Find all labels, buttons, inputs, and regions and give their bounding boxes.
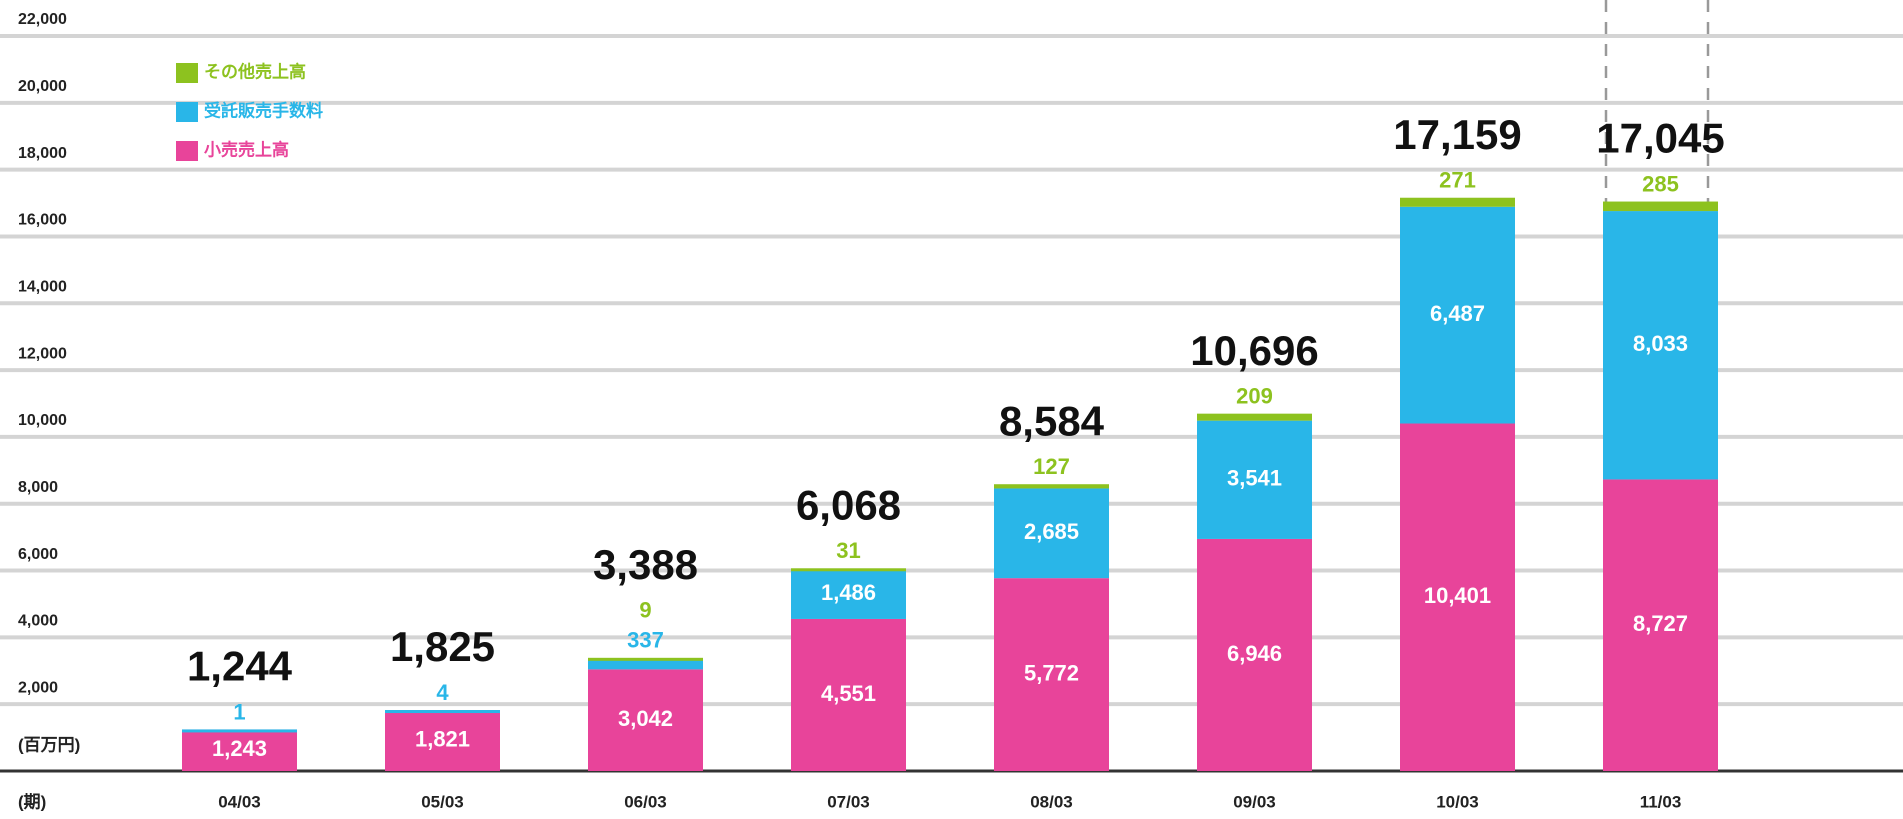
value-label: 3,541 [1227, 466, 1282, 491]
bar-segment [1197, 413, 1312, 421]
x-axis-label: (期) [18, 792, 46, 811]
total-label: 17,045 [1596, 115, 1724, 162]
legend-swatch [176, 63, 198, 83]
y-tick-label: 10,000 [18, 412, 67, 429]
bar-segment [1400, 197, 1515, 207]
y-tick-label: 14,000 [18, 278, 67, 295]
bar-segment [182, 729, 297, 771]
highlight-box [1604, 0, 1710, 230]
bar-segment [1400, 206, 1515, 424]
bar-segment [791, 569, 906, 619]
value-label: 1,486 [821, 580, 876, 605]
value-label: 4 [436, 680, 449, 705]
legend-label: その他売上高 [204, 61, 306, 81]
value-label: 1,243 [212, 736, 267, 761]
bar-segment [791, 618, 906, 771]
bar-segment [588, 658, 703, 670]
value-label: 1,821 [415, 726, 470, 751]
value-label: 4,551 [821, 681, 876, 706]
value-label: 6,487 [1430, 301, 1485, 326]
value-label: 1 [233, 699, 245, 724]
x-tick-label: 04/03 [218, 792, 261, 811]
total-label: 17,159 [1393, 111, 1521, 158]
bar-segment [385, 710, 500, 714]
legend-label: 受託販売手数料 [204, 100, 323, 120]
value-label: 337 [627, 628, 664, 653]
y-tick-label: 4,000 [18, 613, 58, 630]
bar-segment [1197, 420, 1312, 539]
legend-swatch [176, 102, 198, 122]
legend-label: 小売売上高 [204, 139, 289, 159]
x-tick-label: 05/03 [421, 792, 464, 811]
value-label: 6,946 [1227, 641, 1282, 666]
bar-segment [1603, 211, 1718, 480]
value-label: 3,042 [618, 706, 673, 731]
bar-segment [1603, 479, 1718, 771]
value-label: 5,772 [1024, 660, 1079, 685]
value-label: 8,727 [1633, 611, 1688, 636]
value-label: 209 [1236, 383, 1273, 408]
x-tick-label: 11/03 [1640, 792, 1682, 811]
total-label: 10,696 [1190, 327, 1318, 374]
bar-segment [994, 484, 1109, 489]
total-label: 8,584 [999, 397, 1105, 444]
total-label: 1,244 [187, 643, 293, 690]
value-label: 127 [1033, 454, 1070, 479]
bar-segment [1197, 538, 1312, 771]
total-label: 3,388 [593, 541, 698, 588]
y-tick-label: 18,000 [18, 145, 67, 162]
total-label: 6,068 [796, 481, 901, 528]
y-tick-label: 2,000 [18, 679, 58, 696]
x-tick-label: 07/03 [827, 792, 870, 811]
y-tick-label: 16,000 [18, 212, 67, 229]
value-label: 31 [836, 538, 860, 563]
y-axis-label: (百万円) [18, 735, 80, 754]
value-label: 271 [1439, 168, 1476, 193]
y-tick-label: 20,000 [18, 78, 67, 95]
legend-swatch [176, 141, 198, 161]
bar-segment [182, 729, 297, 733]
y-tick-label: 6,000 [18, 546, 58, 563]
value-label: 10,401 [1424, 583, 1491, 608]
y-tick-label: 8,000 [18, 479, 58, 496]
y-tick-label: 22,000 [18, 11, 67, 28]
bar-segment [791, 568, 906, 572]
bar-segment [588, 669, 703, 771]
value-label: 8,033 [1633, 331, 1688, 356]
value-label: 2,685 [1024, 519, 1079, 544]
x-tick-label: 08/03 [1030, 792, 1073, 811]
x-tick-label: 09/03 [1233, 792, 1276, 811]
total-label: 1,825 [390, 623, 495, 670]
bar-segment [385, 710, 500, 771]
bar-segment [1400, 423, 1515, 771]
x-tick-label: 06/03 [624, 792, 667, 811]
bar-segment [1603, 201, 1718, 212]
value-label: 9 [639, 598, 651, 623]
bar-segment [588, 657, 703, 661]
bar-segment [994, 488, 1109, 579]
value-label: 285 [1642, 171, 1679, 196]
bar-segment [994, 578, 1109, 771]
y-tick-label: 12,000 [18, 345, 67, 362]
x-tick-label: 10/03 [1436, 792, 1479, 811]
